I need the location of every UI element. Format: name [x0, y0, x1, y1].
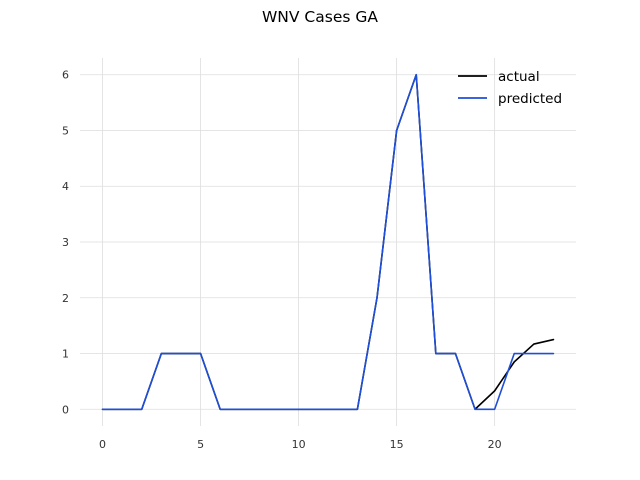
x-tick-label: 5 [197, 438, 204, 451]
y-tick-label: 2 [62, 292, 69, 305]
series-line-predicted [101, 73, 555, 411]
y-tick-label: 3 [62, 236, 69, 249]
y-tick-label: 5 [62, 124, 69, 137]
y-tick-label: 0 [62, 403, 69, 416]
x-tick-label: 0 [99, 438, 106, 451]
series-lines [101, 73, 555, 411]
grid [80, 58, 576, 426]
legend-label-predicted: predicted [498, 91, 562, 107]
legend-label-actual: actual [498, 69, 540, 85]
legend: actual predicted [458, 69, 562, 107]
x-tick-label: 20 [488, 438, 502, 451]
x-tick-label: 10 [292, 438, 306, 451]
y-tick-label: 1 [62, 348, 69, 361]
y-tick-label: 6 [62, 69, 69, 82]
x-tick-label: 15 [390, 438, 404, 451]
axis-ticks: 0 5 10 15 20 0 1 2 3 4 5 6 [62, 69, 502, 451]
chart-title: WNV Cases GA [262, 8, 378, 26]
y-tick-label: 4 [62, 180, 69, 193]
